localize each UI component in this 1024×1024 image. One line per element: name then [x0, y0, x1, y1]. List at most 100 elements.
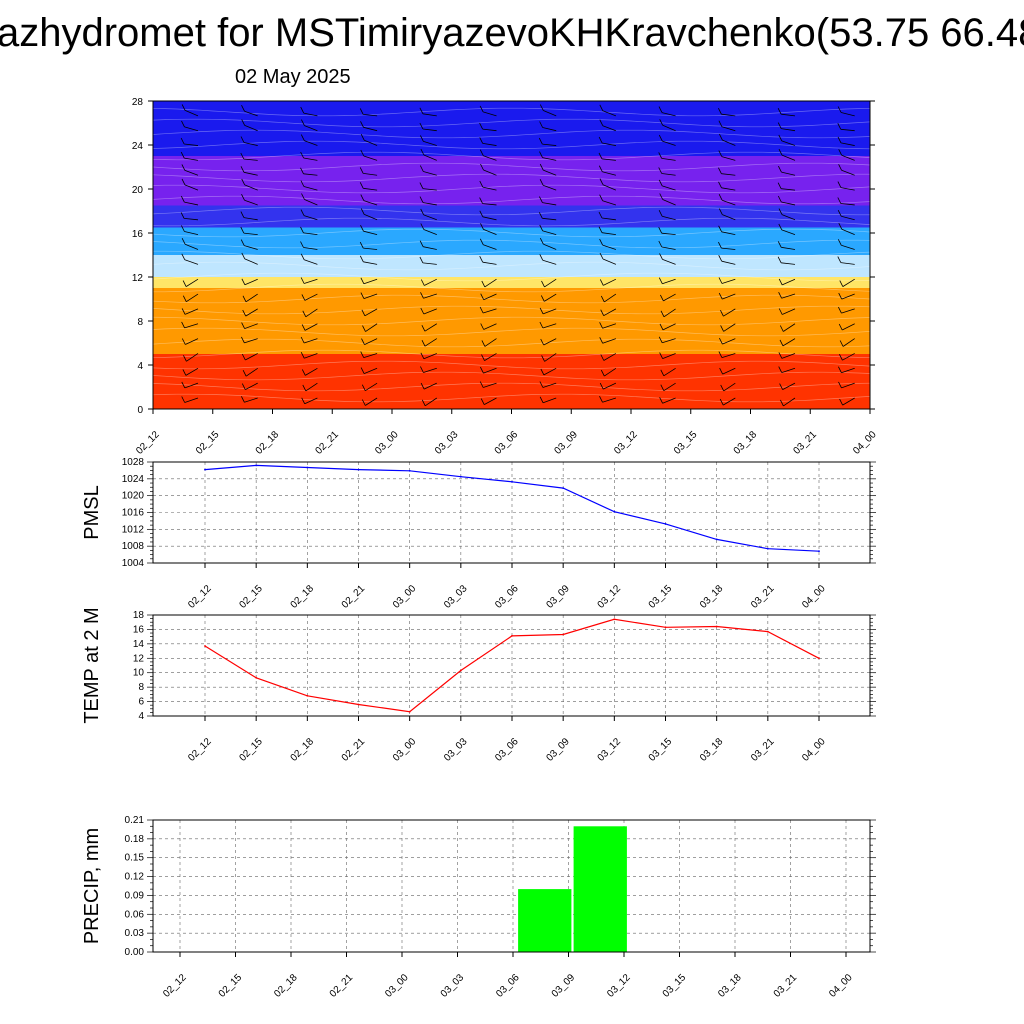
- wind-barb-flag: [539, 224, 544, 232]
- wind-barb: [303, 186, 318, 191]
- precip-x-tick-label: 03_21: [772, 972, 800, 1000]
- temp-y-tick-label: 16: [133, 624, 145, 635]
- wind-barb: [363, 293, 378, 299]
- wind-barb-flag: [599, 382, 604, 390]
- wind-barb-flag: [479, 306, 484, 314]
- chart-subtitle: 02 May 2025: [235, 66, 351, 88]
- contour-line: [153, 327, 870, 337]
- wind-barb: [841, 308, 855, 314]
- wind-barb: [363, 200, 378, 206]
- wind-barb: [662, 259, 676, 265]
- wind-barb-flag: [720, 325, 724, 332]
- wind-barb: [243, 232, 258, 236]
- y-tick-label: 4: [137, 361, 143, 372]
- precip-x-tick-label: 03_03: [439, 972, 467, 1000]
- wind-barb-flag: [659, 323, 664, 331]
- temperature-panel: 4 6 8 10 12 14 16 18 02_12 02_15 02_18 02_21 03_00 03…: [81, 607, 876, 764]
- wind-barb: [184, 218, 199, 221]
- wind-barb: [663, 367, 676, 377]
- contour-line: [153, 228, 870, 238]
- wind-barb-flag: [779, 325, 784, 332]
- wind-barb-flag: [301, 294, 306, 301]
- wind-barb: [303, 247, 318, 250]
- x-tick-label: 03_06: [493, 429, 521, 457]
- wind-barb-flag: [362, 325, 366, 332]
- wind-barb: [662, 199, 676, 206]
- wind-barb: [423, 141, 437, 146]
- wind-barb: [663, 293, 676, 302]
- wind-barb-flag: [599, 337, 604, 344]
- precip-y-tick-label: 0.21: [125, 815, 145, 826]
- wind-barb: [783, 397, 796, 407]
- temp-x-tick-label: 03_15: [647, 736, 675, 764]
- wind-barb: [781, 201, 796, 206]
- contour-line: [153, 294, 870, 304]
- pmsl-x-tick-label: 02_18: [289, 583, 317, 611]
- temp-axis-title: TEMP at 2 M: [81, 607, 103, 723]
- contour-line: [153, 360, 870, 370]
- wind-barb: [482, 111, 497, 117]
- wind-barb: [364, 308, 378, 317]
- temp-data-point: [766, 630, 769, 633]
- contour-line: [153, 272, 870, 282]
- wind-barb-flag: [659, 253, 663, 260]
- temp-frame: [152, 614, 871, 717]
- wind-barb: [604, 293, 617, 303]
- wind-barb-flag: [599, 194, 603, 201]
- wind-barb: [363, 126, 378, 132]
- wind-barb-flag: [182, 369, 187, 376]
- contour-line: [153, 162, 870, 172]
- wind-barb: [303, 338, 318, 344]
- wind-barb-flag: [361, 384, 366, 391]
- wind-barb: [721, 278, 736, 284]
- temp-y-tick-label: 18: [133, 610, 145, 621]
- wind-barb-flag: [838, 223, 843, 230]
- wind-barb: [721, 113, 736, 117]
- wind-barb-flag: [598, 152, 603, 160]
- temp-data-point: [511, 635, 513, 637]
- wind-barb-flag: [181, 321, 185, 329]
- wind-barb-flag: [241, 353, 246, 361]
- wind-barb: [185, 338, 199, 345]
- wind-barb-flag: [839, 280, 844, 287]
- wind-barb-flag: [180, 195, 185, 203]
- precip-x-tick-label: 03_15: [661, 972, 689, 1000]
- wind-barb: [363, 155, 378, 161]
- pmsl-panel: 1004 1008 1012 1016 1020 1024 1028 02_12 02_15 02…: [81, 457, 876, 611]
- x-tick-label: 03_03: [433, 429, 461, 457]
- wind-barb: [363, 247, 378, 250]
- temp-data-point: [255, 676, 258, 679]
- wind-barb-flag: [658, 179, 663, 187]
- wind-barb: [365, 323, 378, 332]
- wind-barb: [424, 278, 437, 286]
- contour-line: [153, 250, 870, 260]
- wind-barb: [781, 171, 796, 176]
- wind-barb-flag: [181, 381, 186, 389]
- wind-barb-flag: [541, 280, 545, 288]
- wind-barb: [422, 188, 437, 191]
- wind-barb: [482, 128, 497, 132]
- wind-barb-flag: [420, 135, 424, 142]
- wind-barb: [542, 202, 557, 206]
- wind-barb: [661, 173, 676, 176]
- pmsl-y-tick-label: 1008: [122, 541, 145, 552]
- wind-barb-flag: [301, 397, 306, 404]
- wind-barb: [782, 308, 796, 315]
- wind-barb: [840, 142, 855, 146]
- pmsl-y-tick-label: 1012: [122, 524, 145, 535]
- wind-barb-flag: [480, 398, 485, 405]
- wind-barb: [542, 127, 557, 132]
- wind-barb-flag: [359, 241, 364, 249]
- precip-y-tick-label: 0.09: [125, 890, 145, 901]
- wind-barb: [603, 308, 617, 317]
- contour-lines: [153, 107, 870, 403]
- precip-x-tick-label: 02_18: [272, 972, 300, 1000]
- pmsl-series-line: [204, 464, 820, 552]
- wind-barb: [423, 308, 437, 315]
- wind-barb: [422, 202, 437, 206]
- wind-barb: [482, 143, 497, 146]
- precip-panel: 0.00 0.03 0.06 0.09 0.12 0.15 0.18 0.21 02_12 02_…: [81, 815, 876, 1000]
- wind-barb-flag: [658, 277, 663, 284]
- precip-y-tick-label: 0.15: [125, 853, 145, 864]
- wind-barb: [483, 155, 497, 161]
